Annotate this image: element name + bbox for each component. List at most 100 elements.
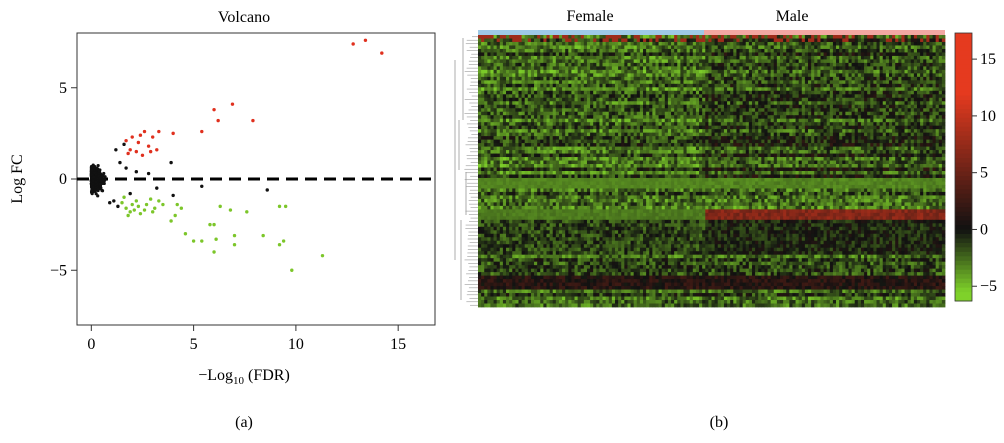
heatmap-cell	[938, 48, 943, 53]
heatmap-cell	[761, 108, 765, 113]
heatmap-cell	[779, 90, 784, 95]
heatmap-cell	[655, 80, 659, 85]
heatmap-cell	[671, 69, 675, 74]
heatmap-cell	[605, 73, 610, 78]
heatmap-cell	[586, 104, 591, 109]
heatmap-cell	[870, 104, 874, 109]
up-regulated-point	[363, 38, 368, 42]
heatmap-cell	[920, 90, 924, 95]
heatmap-cell	[748, 97, 753, 102]
heatmap-cell	[686, 73, 691, 78]
heatmap-cell	[683, 97, 687, 102]
heatmap-cell	[804, 97, 809, 102]
heatmap-cell	[568, 111, 572, 116]
heatmap-cell	[596, 101, 600, 106]
heatmap-cell	[842, 35, 846, 39]
heatmap-cell	[770, 108, 775, 113]
heatmap-cell	[558, 90, 563, 95]
heatmap-cell	[627, 62, 631, 67]
heatmap-cell	[836, 45, 840, 50]
heatmap-cell	[661, 101, 666, 106]
heatmap-cell	[913, 41, 918, 46]
heatmap-cell	[941, 52, 946, 57]
heatmap-cell	[658, 108, 663, 113]
heatmap-cell	[699, 66, 703, 71]
heatmap-cell	[549, 62, 554, 67]
heatmap-cell	[864, 80, 868, 85]
heatmap-cell	[512, 87, 516, 92]
heatmap-cell	[621, 73, 625, 78]
heatmap-cell	[764, 35, 768, 39]
heatmap-cell	[552, 38, 557, 43]
heatmap-cell	[761, 87, 765, 92]
heatmap-cell	[484, 94, 488, 99]
heatmap-cell	[534, 38, 538, 43]
heatmap-cell	[593, 108, 597, 113]
heatmap-cell	[481, 55, 485, 60]
heatmap-cell	[801, 94, 806, 99]
heatmap-cell	[484, 55, 488, 60]
heatmap-cell	[870, 111, 874, 116]
heatmap-cell	[695, 90, 700, 95]
heatmap-cell	[779, 35, 784, 39]
heatmap-cell	[708, 69, 712, 74]
heatmap-cell	[608, 115, 613, 120]
heatmap-cell	[764, 118, 768, 123]
heatmap-cell	[490, 48, 494, 53]
heatmap-cell	[814, 104, 818, 109]
heatmap-cell	[851, 35, 856, 39]
heatmap-cell	[599, 87, 603, 92]
heatmap-cell	[478, 83, 482, 88]
heatmap-cell	[776, 108, 781, 113]
heatmap-cell	[935, 97, 940, 102]
heatmap-cell	[711, 62, 716, 67]
heatmap-cell	[873, 90, 877, 95]
heatmap-cell	[558, 94, 563, 99]
heatmap-cell	[677, 76, 681, 81]
heatmap-cell	[926, 83, 930, 88]
heatmap-cell	[677, 35, 681, 39]
heatmap-cell	[829, 76, 834, 81]
heatmap-cell	[621, 83, 625, 88]
heatmap-cell	[487, 104, 491, 109]
heatmap-cell	[540, 111, 544, 116]
heatmap-cell	[646, 52, 650, 57]
heatmap-cell	[923, 48, 927, 53]
heatmap-cell	[773, 66, 778, 71]
heatmap-cell	[870, 73, 874, 78]
heatmap-cell	[804, 80, 809, 85]
heatmap-cell	[935, 55, 940, 60]
heatmap-cell	[705, 38, 709, 43]
heatmap-cell	[614, 55, 619, 60]
heatmap-cell	[792, 118, 796, 123]
heatmap-cell	[895, 76, 899, 81]
heatmap-cell	[502, 76, 507, 81]
heatmap-cell	[515, 66, 519, 71]
heatmap-cell	[820, 115, 824, 120]
heatmap-cell	[938, 83, 943, 88]
heatmap-cell	[627, 52, 631, 57]
heatmap-cell	[770, 76, 775, 81]
heatmap-cell	[832, 101, 837, 106]
heatmap-cell	[583, 41, 588, 46]
heatmap-cell	[643, 104, 647, 109]
heatmap-cell	[527, 90, 532, 95]
heatmap-cell	[904, 97, 909, 102]
heatmap-cell	[509, 66, 513, 71]
heatmap-cell	[611, 108, 616, 113]
heatmap-cell	[820, 38, 824, 43]
heatmap-cell	[892, 83, 896, 88]
heatmap-cell	[568, 104, 572, 109]
heatmap-cell	[913, 97, 918, 102]
heatmap-cell	[583, 90, 588, 95]
heatmap-cell	[602, 108, 607, 113]
heatmap-cell	[870, 108, 874, 113]
heatmap-cell	[779, 115, 784, 120]
heatmap-cell	[829, 41, 834, 46]
heatmap-cell	[618, 80, 622, 85]
heatmap-cell	[767, 101, 772, 106]
heatmap-cell	[683, 90, 687, 95]
heatmap-cell	[720, 111, 725, 116]
heatmap-cell	[614, 108, 619, 113]
heatmap-cell	[786, 108, 790, 113]
